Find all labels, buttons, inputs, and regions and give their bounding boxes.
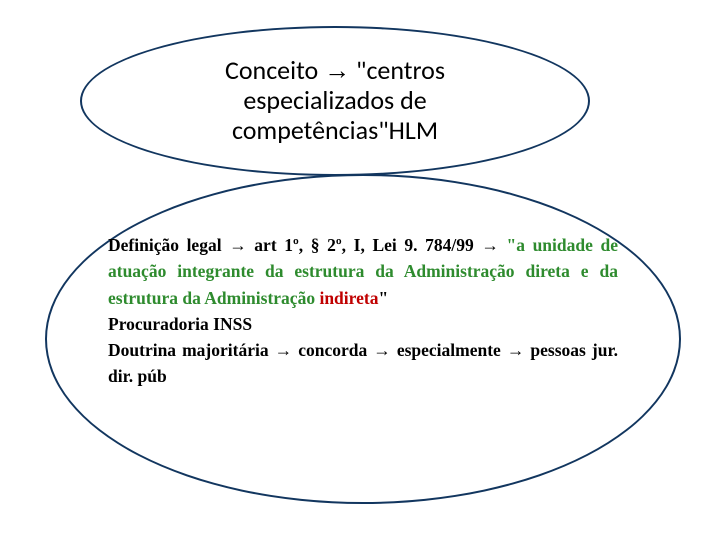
t4-red: indireta [319,288,378,308]
diagram-canvas: Conceito → "centros especializados de co… [0,0,720,540]
arrow-icon: → [324,55,350,85]
body-para-3: Doutrina majoritária → concorda → especi… [108,337,618,390]
arrow-icon: → [481,235,499,255]
body-para-1: Definição legal → art 1º, § 2º, I, Lei 9… [108,232,618,311]
title-line2: especializados de [225,86,445,116]
title-line1b: "centros [350,54,445,86]
title-line3: competências"HLM [225,116,445,146]
arrow-icon: → [507,340,525,360]
title-line1a: Conceito [225,54,324,86]
t2: art 1º, § 2º, I, Lei 9. 784/99 [247,235,482,255]
t7b: concorda [292,340,373,360]
body-text: Definição legal → art 1º, § 2º, I, Lei 9… [108,232,618,390]
arrow-icon: → [373,340,391,360]
t5: " [378,288,388,308]
t1: Definição legal [108,235,229,255]
t7c: especialmente [391,340,507,360]
t7a: Doutrina majoritária [108,340,275,360]
arrow-icon: → [229,235,247,255]
top-ellipse: Conceito → "centros especializados de co… [80,26,590,176]
arrow-icon: → [275,340,293,360]
title-text: Conceito → "centros especializados de co… [225,56,445,146]
body-para-2: Procuradoria INSS [108,311,618,337]
